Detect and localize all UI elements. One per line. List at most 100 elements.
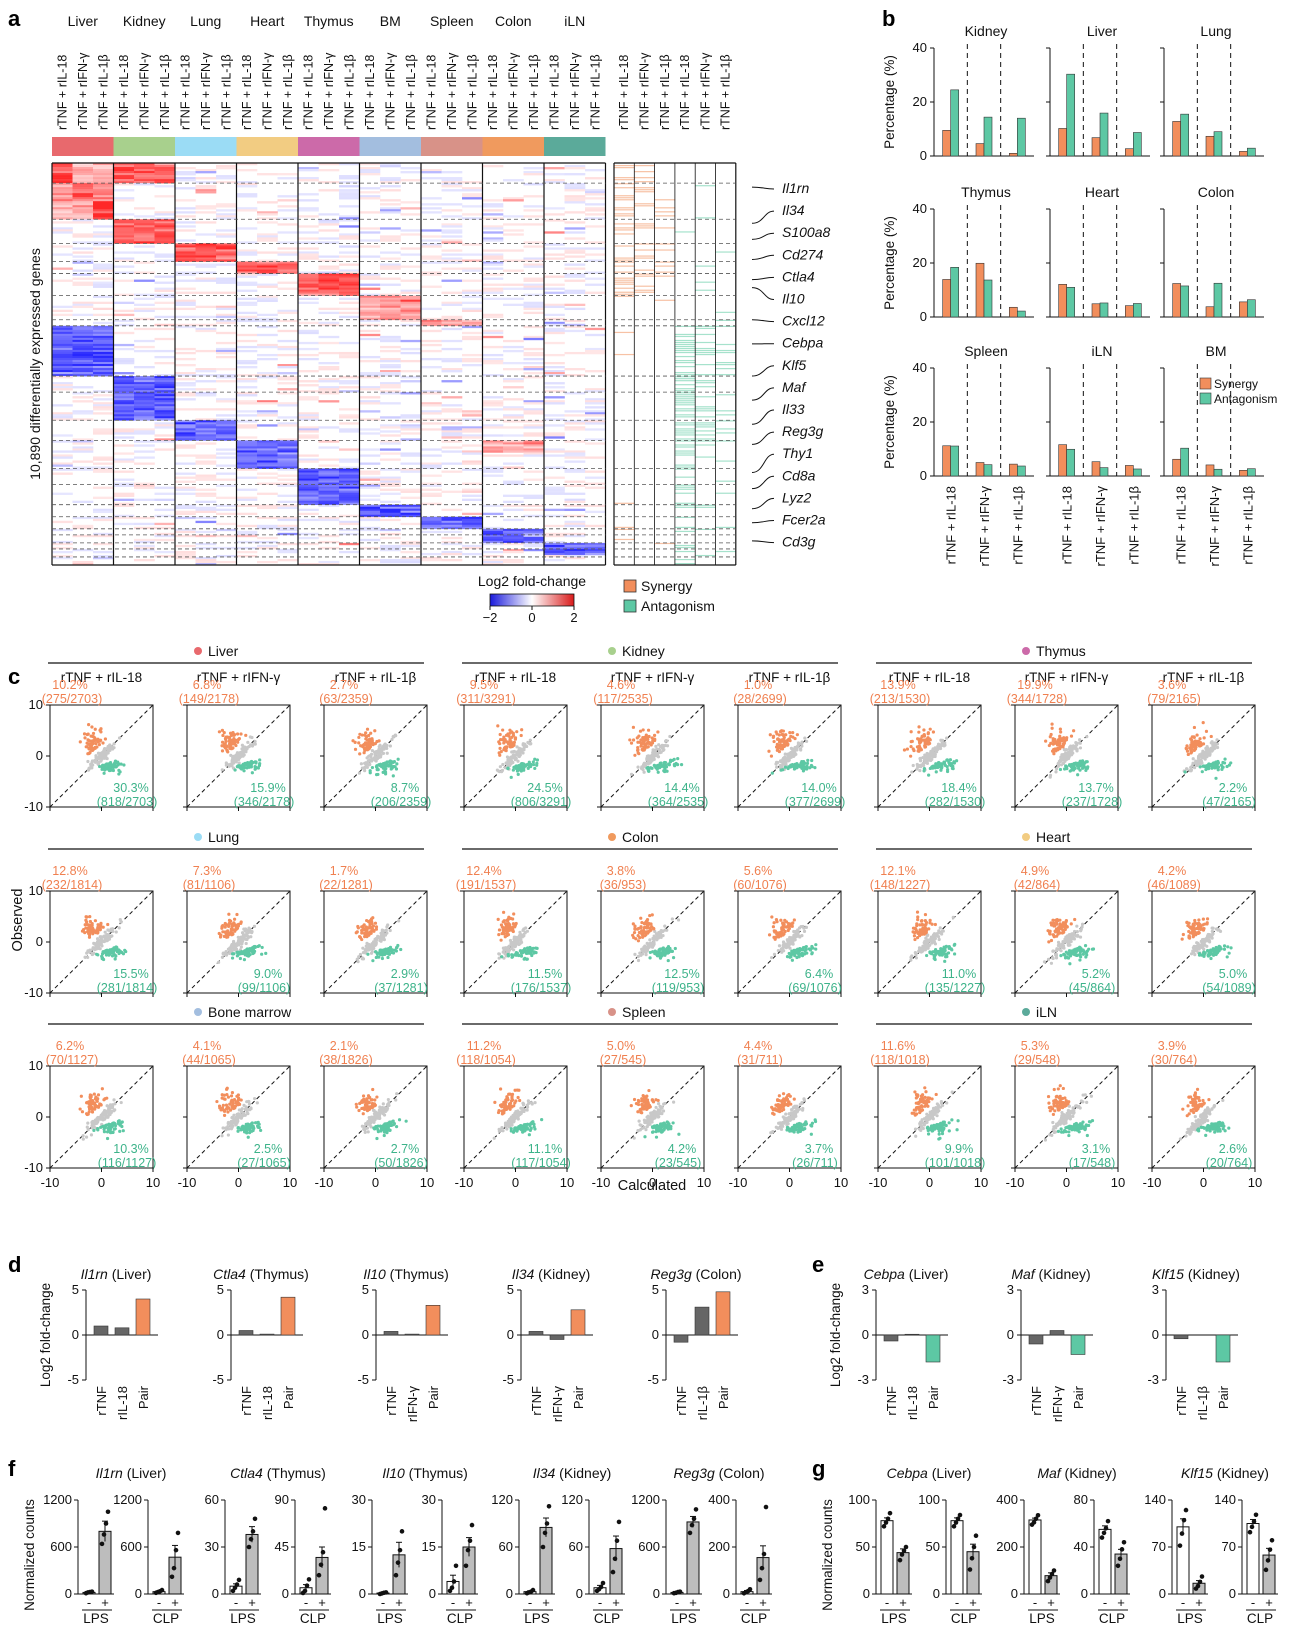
- gene-leader-line: [751, 287, 775, 300]
- heatmap-cell: [72, 283, 94, 286]
- heatmap-cell: [503, 446, 524, 449]
- heatmap-cell: [93, 243, 114, 246]
- heatmap-cell: [503, 420, 524, 423]
- heatmap-cell: [257, 319, 278, 323]
- panel-label-f: f: [8, 1456, 16, 1481]
- heatmap-cell: [93, 285, 114, 288]
- heatmap-cell: [544, 390, 565, 393]
- significance-cell: [695, 349, 716, 352]
- point-synergy: [353, 747, 358, 751]
- heatmap-cell: [257, 516, 278, 520]
- heatmap-cell: [134, 546, 155, 550]
- significance-cell: [614, 213, 635, 215]
- heatmap-cell: [298, 384, 319, 387]
- point-neutral: [246, 745, 250, 749]
- panel-label-d: d: [8, 1252, 21, 1277]
- column-label: rTNF + rIL-18: [240, 55, 254, 130]
- heatmap-cell: [318, 285, 340, 288]
- heatmap-cell: [400, 301, 422, 304]
- significance-cell: [715, 374, 737, 376]
- point-neutral: [375, 757, 380, 761]
- column-label: rTNF + rIFN-γ: [637, 52, 651, 130]
- heatmap-cell: [441, 520, 463, 524]
- heatmap-cell: [236, 488, 258, 491]
- heatmap-cell: [482, 426, 504, 429]
- significance-cell: [674, 454, 696, 456]
- point-neutral: [93, 760, 98, 764]
- point-antagonism: [516, 768, 520, 772]
- bar-synergy: [1058, 444, 1067, 477]
- heatmap-cell: [52, 253, 73, 256]
- heatmap-cell: [277, 253, 299, 256]
- heatmap-cell: [318, 516, 340, 520]
- heatmap-cell: [380, 177, 401, 180]
- heatmap-cell: [277, 205, 299, 208]
- significance-cell: [674, 341, 696, 344]
- heatmap-cell: [195, 506, 217, 510]
- heatmap-cell: [175, 438, 196, 441]
- heatmap-cell: [503, 297, 524, 300]
- heatmap-cell: [523, 303, 545, 307]
- heatmap-cell: [441, 542, 463, 546]
- significance-cell: [674, 506, 696, 508]
- heatmap-cell: [277, 177, 299, 180]
- heatmap-cell: [544, 167, 565, 170]
- point-antagonism: [242, 769, 246, 773]
- heatmap-cell: [298, 271, 319, 274]
- heatmap-cell: [154, 526, 176, 530]
- bar-antagonism: [950, 445, 959, 477]
- point-antagonism: [1084, 760, 1088, 764]
- heatmap-cell: [93, 462, 114, 465]
- point-neutral: [394, 734, 398, 738]
- point-synergy: [629, 741, 634, 745]
- bar-synergy: [1205, 135, 1215, 157]
- heatmap-cell: [93, 556, 114, 560]
- heatmap-cell: [113, 470, 135, 473]
- point-synergy: [1050, 726, 1054, 730]
- point-neutral: [794, 745, 798, 750]
- heatmap-cell: [277, 542, 299, 546]
- column-label: rTNF + rIL-18: [678, 55, 692, 130]
- heatmap-cell: [400, 307, 422, 311]
- heatmap-cell: [113, 390, 135, 393]
- heatmap-cell: [72, 410, 94, 413]
- x-tick-label: rTNF + rIL-18: [944, 486, 959, 564]
- heatmap-cell: [523, 444, 545, 447]
- gene-leader-line: [751, 210, 775, 224]
- significance-cell: [614, 165, 635, 167]
- x-tick-label: rTNF + rIL-18: [1060, 486, 1075, 564]
- point-synergy: [771, 735, 775, 739]
- point-neutral: [240, 747, 244, 751]
- gene-label-reg3g: Reg3g: [782, 423, 823, 439]
- heatmap-cell: [216, 554, 237, 558]
- heatmap-cell: [175, 199, 196, 202]
- point-neutral: [106, 928, 110, 932]
- point-neutral: [105, 935, 109, 939]
- heatmap-cell: [154, 315, 176, 319]
- heatmap-cell: [421, 323, 442, 327]
- heatmap-cell: [298, 390, 319, 393]
- point-antagonism: [1077, 764, 1081, 768]
- significance-cell: [674, 390, 696, 392]
- point-synergy: [769, 754, 774, 758]
- significance-cell: [674, 351, 696, 354]
- heatmap-cell: [564, 165, 586, 168]
- heatmap-cell: [318, 464, 340, 467]
- point-antagonism: [111, 948, 115, 952]
- heatmap-cell: [523, 167, 545, 170]
- heatmap-cell: [154, 295, 176, 298]
- significance-cell: [674, 530, 696, 533]
- heatmap-cell: [216, 305, 237, 309]
- point-neutral: [509, 760, 513, 764]
- point-antagonism: [1214, 776, 1218, 780]
- heatmap-cell: [216, 452, 237, 455]
- heatmap-cell: [298, 177, 319, 180]
- significance-cell: [695, 374, 716, 376]
- heatmap-cell: [564, 187, 586, 190]
- heatmap-cell: [236, 183, 258, 186]
- heatmap-cell: [339, 307, 360, 311]
- significance-cell: [695, 364, 716, 366]
- heatmap-cell: [318, 289, 340, 292]
- heatmap-cell: [564, 255, 586, 258]
- gene-label-fcer2a: Fcer2a: [782, 512, 826, 528]
